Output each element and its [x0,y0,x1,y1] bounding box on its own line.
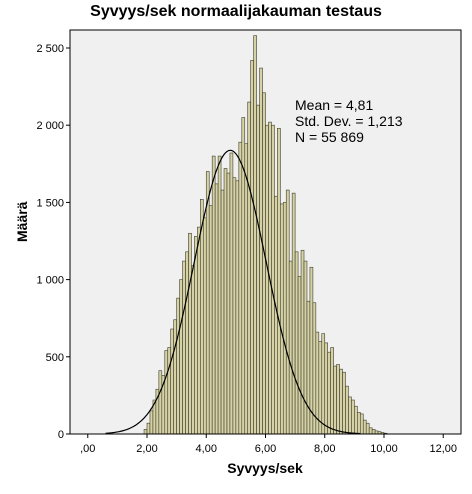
stat-n: N = 55 869 [295,129,364,145]
x-tick-label: 12,00 [429,443,457,455]
histogram-bar [238,141,243,435]
histogram-bar [348,396,352,435]
y-tick-label: 1 000 [36,275,64,287]
histogram-bar [330,347,334,435]
histogram-bar [280,203,284,435]
histogram-bar [271,124,275,435]
y-tick-label: 2 500 [36,43,64,55]
histogram-bar [179,279,183,435]
histogram-bar [294,251,299,435]
histogram-bar [158,370,163,435]
histogram-bar [247,101,251,435]
normal-curve [105,149,361,435]
histogram-bar [357,412,361,435]
histogram-bar [339,368,343,435]
histogram-bar [167,347,172,435]
histogram-bar [324,342,329,435]
x-axis-label: Syvyys/sek [227,460,303,476]
histogram-bar [253,35,257,435]
histogram-bar [244,143,249,435]
histogram-bar [368,427,373,435]
histogram-bar [274,195,278,435]
histogram-bar [265,124,269,435]
y-tick-label: 1 500 [36,197,64,209]
histogram-bar [262,92,266,435]
x-tick-label: 8,00 [314,443,335,455]
y-tick-label: 0 [58,429,64,441]
histogram-bar [259,67,263,435]
histogram-bar [321,333,326,435]
histogram-bar [185,251,189,435]
chart-title: Syvyys/sek normaalijakauman testaus [90,3,382,20]
histogram-bar [365,422,370,435]
histogram-bar [235,180,240,435]
histogram-bar [149,410,154,435]
y-axis-label: Määrä [14,201,30,242]
histogram-bar [173,319,177,435]
histogram-bar [232,177,237,435]
histogram-bar [285,189,290,435]
histogram-bar [164,350,169,435]
histogram-bar [188,232,192,435]
histogram-bar [214,183,219,435]
x-tick-label: ,00 [80,443,95,455]
histogram-bar [354,405,358,435]
histogram-bar [226,172,231,435]
histogram-bar [146,422,151,435]
histogram-bar [176,297,180,435]
histogram-bar [191,265,195,435]
histogram-bar [282,202,287,435]
histogram-bar [351,399,355,435]
histogram-bar [170,328,174,435]
histogram-bar [291,192,296,435]
x-tick-label: 4,00 [196,443,217,455]
histogram-bar [182,260,186,435]
histogram-bar [229,152,234,435]
histogram-bar [200,199,204,435]
histogram-bar [371,429,376,435]
histogram-bar [256,104,260,435]
histogram-bar [300,249,305,435]
histogram-bar [143,429,148,435]
y-tick-label: 2 000 [36,120,64,132]
histogram-bar [288,260,293,435]
histogram-bar [202,217,207,435]
histogram-bar [303,260,308,435]
histogram-bar [208,205,213,435]
stat-std: Std. Dev. = 1,213 [295,113,403,129]
stat-mean: Mean = 4,81 [295,97,373,113]
histogram-bar [345,385,349,435]
histogram-bar [359,413,364,435]
x-tick-label: 2,00 [136,443,157,455]
histogram-bar [277,127,281,435]
histogram-bar [336,364,340,435]
histogram-bar [309,266,314,435]
histogram-bar [362,419,367,435]
histogram-bar [220,189,225,435]
histogram-bar [327,351,331,435]
histogram-bar [297,276,302,435]
y-tick-label: 500 [46,352,64,364]
histogram-bar [342,371,346,435]
histogram-bar [217,155,222,435]
x-tick-label: 10,00 [370,443,398,455]
histogram-bar [205,171,210,435]
histogram-bar [333,365,337,435]
x-tick-label: 6,00 [255,443,276,455]
histogram-bar [194,236,198,435]
histogram-bar [250,60,254,435]
histogram-bar [306,300,311,435]
histogram-bar [211,155,216,435]
histogram-bar [197,226,201,435]
histogram-bar [223,168,228,435]
